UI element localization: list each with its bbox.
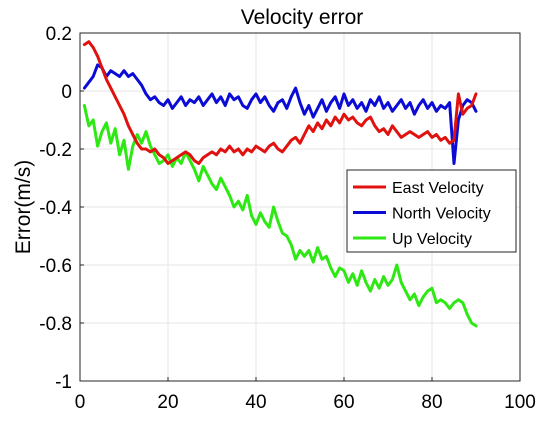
x-tick-label: 60 bbox=[333, 392, 354, 413]
y-tick-label: -0.2 bbox=[39, 140, 72, 161]
y-tick-label: -0.4 bbox=[39, 198, 72, 219]
legend: East Velocity North Velocity Up Velocity bbox=[346, 169, 517, 253]
chart-title: Velocity error bbox=[241, 6, 364, 29]
x-tick-label: 20 bbox=[157, 392, 178, 413]
legend-label-east-velocity: East Velocity bbox=[392, 180, 484, 197]
series-line-up-velocity bbox=[82, 104, 478, 328]
x-tick-label: 40 bbox=[245, 392, 266, 413]
legend-label-up-velocity: Up Velocity bbox=[392, 231, 472, 248]
y-tick-label: -0.8 bbox=[39, 314, 72, 335]
y-axis-tick-labels: 0.2 0 -0.2 -0.4 -0.6 -0.8 -1 bbox=[39, 24, 72, 393]
series-line-north-velocity bbox=[82, 63, 478, 165]
x-axis-tick-labels: 0 20 40 60 80 100 bbox=[75, 392, 536, 413]
y-tick-label: 0 bbox=[61, 82, 72, 103]
y-tick-label: 0.2 bbox=[46, 24, 72, 45]
series-layer bbox=[82, 40, 478, 328]
axis-ticks bbox=[79, 32, 521, 382]
series-line-east-velocity bbox=[82, 40, 478, 165]
y-axis-label: Error(m/s) bbox=[12, 160, 35, 254]
y-tick-label: -1 bbox=[55, 372, 72, 393]
legend-label-north-velocity: North Velocity bbox=[392, 206, 491, 223]
x-tick-label: 80 bbox=[421, 392, 442, 413]
x-tick-label: 100 bbox=[504, 392, 536, 413]
y-tick-label: -0.6 bbox=[39, 256, 72, 277]
x-tick-label: 0 bbox=[75, 392, 86, 413]
